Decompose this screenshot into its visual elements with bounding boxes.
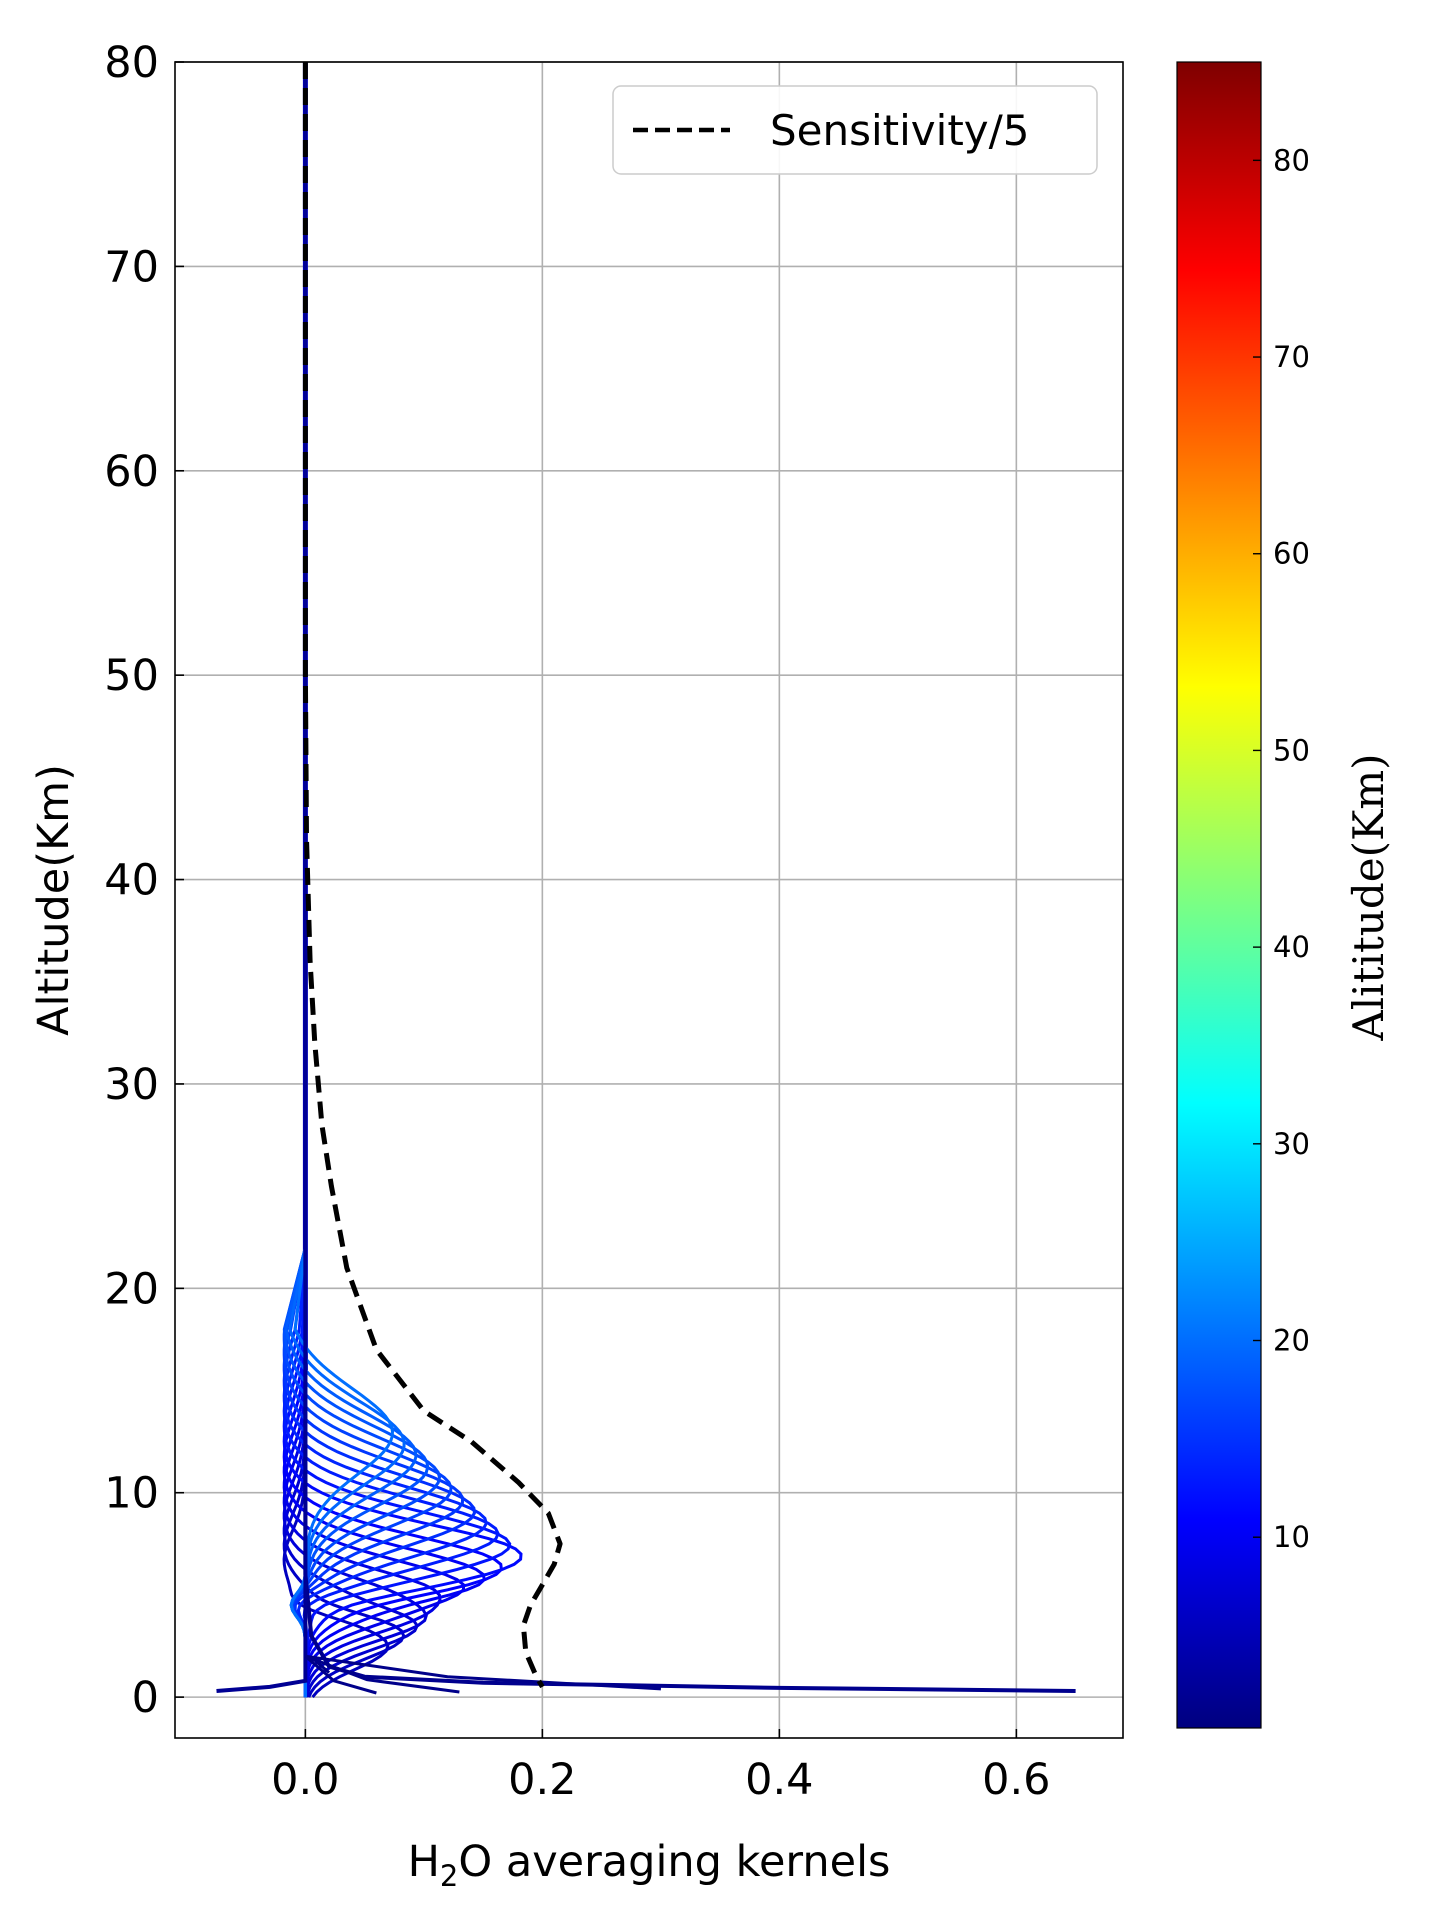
y-axis: 0 10 20 30 40 50 60 70 80 (104, 38, 184, 1723)
x-tick-label: 0.2 (508, 1755, 576, 1805)
kernel-line (282, 1247, 476, 1698)
colorbar-title: Alititude(Km) (1344, 753, 1393, 1041)
kernel-line (304, 1655, 377, 1695)
legend: Sensitivity/5 (612, 85, 1098, 175)
colorbar-gradient (1176, 61, 1262, 1729)
y-tick-label: 10 (104, 1469, 159, 1519)
y-tick-label: 60 (104, 447, 159, 497)
legend-label-sensitivity: Sensitivity/5 (770, 106, 1030, 155)
x-axis-title-subscript: 2 (440, 1859, 458, 1893)
colorbar-tick-label: 40 (1273, 930, 1310, 964)
kernel-line (304, 1654, 331, 1674)
colorbar-tick-label: 20 (1273, 1324, 1310, 1358)
sensitivity-line (302, 62, 563, 1689)
x-tick-label: 0.0 (271, 1755, 339, 1805)
y-tick-label: 70 (104, 242, 159, 292)
legend-box (612, 85, 1098, 175)
y-tick-label: 30 (104, 1060, 159, 1110)
x-axis-title-suffix: O averaging kernels (458, 1837, 890, 1887)
sensitivity-series (302, 62, 563, 1689)
grid (175, 61, 1123, 1738)
x-axis-title: H2O averaging kernels (408, 1837, 891, 1893)
colorbar-ticks: 10 20 30 40 50 60 70 80 (1253, 143, 1310, 1554)
y-tick-label: 40 (104, 856, 159, 906)
kernel-line (305, 1654, 661, 1691)
y-tick-label: 0 (132, 1673, 159, 1723)
y-tick-label: 50 (104, 651, 159, 701)
colorbar-tick-label: 10 (1273, 1520, 1310, 1554)
colorbar-tick-label: 80 (1273, 143, 1310, 177)
colorbar-tick-label: 30 (1273, 1127, 1310, 1161)
y-tick-label: 20 (104, 1264, 159, 1314)
x-tick-label: 0.4 (745, 1755, 813, 1805)
kernel-line-negative (216, 62, 308, 1693)
colorbar-tick-label: 60 (1273, 537, 1310, 571)
colorbar-tick-label: 70 (1273, 340, 1310, 374)
kernel-line (282, 1247, 523, 1698)
y-axis-title: Altitude(Km) (29, 764, 79, 1036)
kernel-line-surface (303, 62, 1076, 1693)
x-axis: 0.0 0.2 0.4 0.6 (271, 1729, 1051, 1805)
x-axis-title-prefix: H (408, 1837, 440, 1887)
colorbar: 10 20 30 40 50 60 70 80 Alititude(Km) (1176, 61, 1393, 1729)
x-tick-label: 0.6 (982, 1755, 1050, 1805)
kernel-line (304, 1654, 460, 1694)
colorbar-tick-label: 50 (1273, 733, 1310, 767)
y-tick-label: 80 (104, 38, 159, 88)
plot-frame (174, 61, 1124, 1739)
